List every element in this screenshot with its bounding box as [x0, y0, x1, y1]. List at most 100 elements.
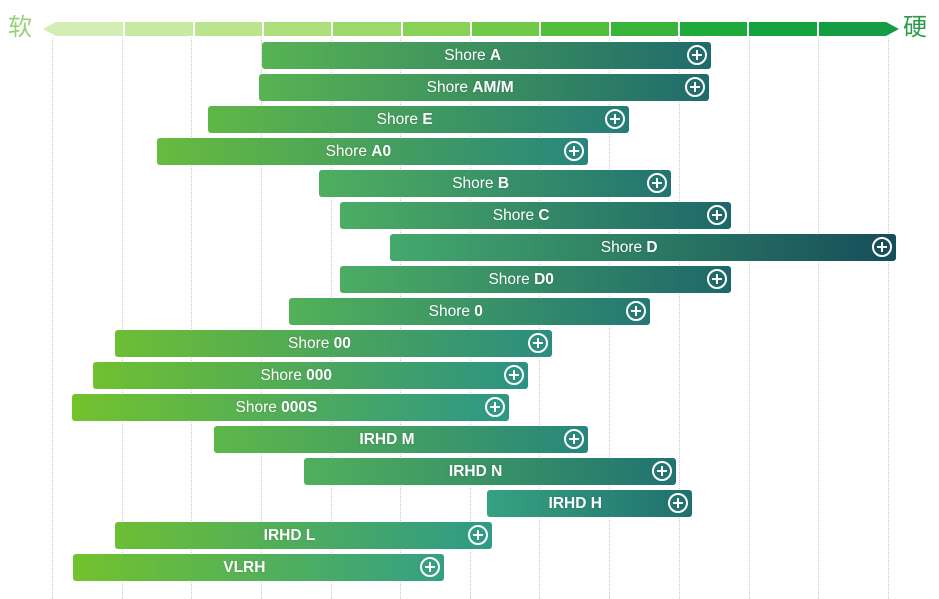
scale-bar-label: Shore 00 [115, 330, 523, 357]
grid-line [191, 38, 192, 599]
scale-prefix: Shore [426, 79, 473, 96]
scale-bar-irhd-n[interactable]: IRHD N [303, 458, 676, 485]
scale-bar-shore-b[interactable]: Shore B [318, 170, 671, 197]
scale-segment [56, 22, 126, 36]
scale-code: D0 [534, 271, 554, 288]
scale-bar-shore-am[interactable]: Shore AM/M [258, 74, 710, 101]
scale-code: C [538, 207, 550, 224]
scale-bar-label: VLRH [73, 554, 416, 581]
scale-segment [263, 22, 334, 36]
hardness-gradient-bar [56, 22, 886, 36]
scale-segment [125, 22, 195, 36]
grid-line [52, 38, 53, 599]
scale-code: IRHD L [263, 527, 316, 544]
expand-plus-icon[interactable] [626, 301, 647, 321]
scale-bar-shore-a0[interactable]: Shore A0 [156, 138, 588, 165]
hard-arrow-icon [886, 22, 899, 36]
expand-plus-icon[interactable] [871, 237, 892, 257]
scale-bar-label: IRHD H [487, 490, 664, 517]
scale-bar-label: IRHD L [115, 522, 463, 549]
scale-prefix: Shore [600, 239, 647, 256]
scale-code: 0 [474, 303, 483, 320]
scale-segment [818, 22, 886, 36]
scale-bar-shore-000s[interactable]: Shore 000S [72, 394, 509, 421]
soft-arrow-icon [43, 22, 56, 36]
scale-segment [610, 22, 680, 36]
expand-plus-icon[interactable] [467, 525, 488, 545]
scale-bar-label: Shore 000 [93, 362, 501, 389]
grid-line [749, 38, 750, 599]
scale-bar-label: Shore B [319, 170, 643, 197]
scale-prefix: Shore [444, 47, 490, 64]
expand-plus-icon[interactable] [706, 269, 727, 289]
scale-bar-label: Shore AM/M [259, 74, 682, 101]
grid-line [261, 38, 262, 599]
scale-code: IRHD N [448, 463, 503, 480]
scale-segment [679, 22, 750, 36]
scale-bar-irhd-m[interactable]: IRHD M [214, 426, 588, 453]
scale-code: 000S [281, 399, 318, 416]
expand-plus-icon[interactable] [419, 557, 440, 577]
scale-prefix: Shore [260, 367, 307, 384]
scale-segment [471, 22, 542, 36]
hard-label: 硬 [903, 13, 927, 41]
scale-code: 000 [306, 367, 333, 384]
scale-bar-label: Shore C [340, 202, 703, 229]
scale-bar-shore-c[interactable]: Shore C [339, 202, 731, 229]
scale-bar-vlrh[interactable]: VLRH [73, 554, 444, 581]
scale-bar-shore-d0[interactable]: Shore D0 [339, 266, 731, 293]
expand-plus-icon[interactable] [527, 333, 548, 353]
expand-plus-icon[interactable] [706, 205, 727, 225]
expand-plus-icon[interactable] [605, 109, 626, 129]
scale-bar-label: Shore 0 [289, 298, 622, 325]
grid-line [818, 38, 819, 599]
grid-line [122, 38, 123, 599]
scale-code: E [422, 111, 433, 128]
scale-bar-shore-0[interactable]: Shore 0 [289, 298, 651, 325]
expand-plus-icon[interactable] [687, 45, 708, 65]
grid-line [679, 38, 680, 599]
scale-bar-label: Shore D0 [340, 266, 703, 293]
scale-code: IRHD M [359, 431, 415, 448]
expand-plus-icon[interactable] [563, 429, 584, 449]
expand-plus-icon[interactable] [484, 397, 505, 417]
scale-prefix: Shore [488, 271, 535, 288]
expand-plus-icon[interactable] [646, 173, 667, 193]
scale-prefix: Shore [428, 303, 475, 320]
expand-plus-icon[interactable] [563, 141, 584, 161]
scale-prefix: Shore [325, 143, 372, 160]
scale-bar-irhd-l[interactable]: IRHD L [115, 522, 492, 549]
expand-plus-icon[interactable] [504, 365, 524, 385]
scale-bar-label: Shore A [262, 42, 683, 69]
scale-bar-label: Shore A0 [157, 138, 560, 165]
grid-line [888, 38, 889, 599]
scale-bar-label: Shore D [390, 234, 868, 261]
expand-plus-icon[interactable] [685, 77, 706, 97]
scale-segment [541, 22, 611, 36]
scale-bar-shore-d[interactable]: Shore D [390, 234, 896, 261]
scale-prefix: Shore [452, 175, 498, 192]
scale-code: AM/M [472, 79, 514, 96]
scale-code: A0 [371, 143, 392, 160]
scale-bar-shore-000[interactable]: Shore 000 [92, 362, 528, 389]
scale-segment [194, 22, 264, 36]
scale-prefix: Shore [287, 335, 334, 352]
scale-bar-label: IRHD M [214, 426, 560, 453]
scale-prefix: Shore [492, 207, 539, 224]
scale-prefix: Shore [235, 399, 282, 416]
scale-segment [402, 22, 472, 36]
expand-plus-icon[interactable] [651, 461, 672, 481]
scale-bar-label: Shore 000S [72, 394, 480, 421]
scale-code: D [646, 239, 658, 256]
scale-segment [333, 22, 403, 36]
scale-bar-shore-00[interactable]: Shore 00 [115, 330, 552, 357]
expand-plus-icon[interactable] [667, 493, 688, 513]
scale-code: 00 [333, 335, 351, 352]
scale-code: A [489, 47, 502, 64]
scale-bar-shore-a[interactable]: Shore A [262, 42, 712, 69]
scale-bar-irhd-h[interactable]: IRHD H [486, 490, 692, 517]
scale-prefix: Shore [376, 111, 423, 128]
scale-bar-shore-e[interactable]: Shore E [208, 106, 630, 133]
scale-code: B [497, 175, 510, 192]
